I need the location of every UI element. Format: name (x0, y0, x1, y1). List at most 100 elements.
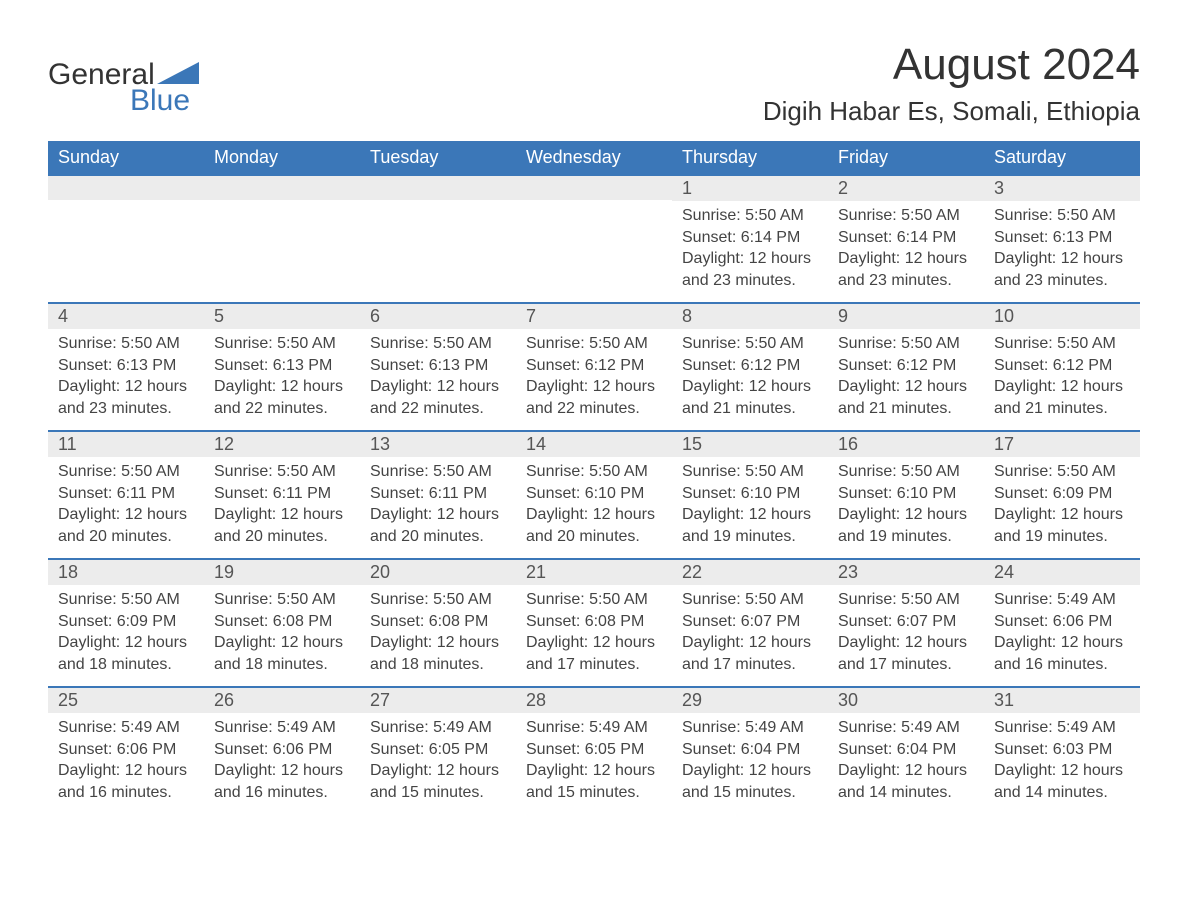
day-number: 28 (516, 686, 672, 713)
weekday-sunday: Sunday (48, 141, 204, 174)
day-details: Sunrise: 5:49 AMSunset: 6:04 PMDaylight:… (672, 713, 828, 813)
day-details: Sunrise: 5:50 AMSunset: 6:07 PMDaylight:… (828, 585, 984, 685)
day-day1: Daylight: 12 hours (214, 760, 350, 782)
day-day1: Daylight: 12 hours (58, 760, 194, 782)
day-sunrise: Sunrise: 5:50 AM (370, 589, 506, 611)
day-details: Sunrise: 5:50 AMSunset: 6:08 PMDaylight:… (360, 585, 516, 685)
day-details: Sunrise: 5:49 AMSunset: 6:06 PMDaylight:… (48, 713, 204, 813)
day-number: 15 (672, 430, 828, 457)
day-day1: Daylight: 12 hours (994, 248, 1130, 270)
day-day1: Daylight: 12 hours (994, 760, 1130, 782)
day-details: Sunrise: 5:49 AMSunset: 6:05 PMDaylight:… (360, 713, 516, 813)
day-sunrise: Sunrise: 5:50 AM (838, 205, 974, 227)
day-details: Sunrise: 5:50 AMSunset: 6:13 PMDaylight:… (204, 329, 360, 429)
day-day1: Daylight: 12 hours (214, 504, 350, 526)
day-number: 18 (48, 558, 204, 585)
day-sunrise: Sunrise: 5:50 AM (838, 461, 974, 483)
day-day2: and 23 minutes. (58, 398, 194, 420)
day-sunset: Sunset: 6:08 PM (370, 611, 506, 633)
day-number: 6 (360, 302, 516, 329)
day-day2: and 16 minutes. (214, 782, 350, 804)
day-day2: and 19 minutes. (994, 526, 1130, 548)
day-details: Sunrise: 5:50 AMSunset: 6:14 PMDaylight:… (828, 201, 984, 301)
day-day2: and 20 minutes. (214, 526, 350, 548)
calendar-week-row: 4Sunrise: 5:50 AMSunset: 6:13 PMDaylight… (48, 302, 1140, 430)
calendar-cell: 27Sunrise: 5:49 AMSunset: 6:05 PMDayligh… (360, 686, 516, 814)
day-sunset: Sunset: 6:12 PM (526, 355, 662, 377)
day-day1: Daylight: 12 hours (838, 760, 974, 782)
day-day2: and 14 minutes. (994, 782, 1130, 804)
calendar-cell: 11Sunrise: 5:50 AMSunset: 6:11 PMDayligh… (48, 430, 204, 558)
day-day1: Daylight: 12 hours (994, 376, 1130, 398)
day-details: Sunrise: 5:50 AMSunset: 6:10 PMDaylight:… (828, 457, 984, 557)
day-day1: Daylight: 12 hours (838, 376, 974, 398)
day-day2: and 22 minutes. (370, 398, 506, 420)
calendar-cell: 21Sunrise: 5:50 AMSunset: 6:08 PMDayligh… (516, 558, 672, 686)
day-day2: and 15 minutes. (370, 782, 506, 804)
day-details: Sunrise: 5:50 AMSunset: 6:12 PMDaylight:… (828, 329, 984, 429)
calendar-cell: 1Sunrise: 5:50 AMSunset: 6:14 PMDaylight… (672, 174, 828, 302)
day-number-bar (360, 174, 516, 200)
day-day2: and 23 minutes. (682, 270, 818, 292)
day-number-bar (204, 174, 360, 200)
day-number: 4 (48, 302, 204, 329)
calendar-cell: 30Sunrise: 5:49 AMSunset: 6:04 PMDayligh… (828, 686, 984, 814)
weekday-saturday: Saturday (984, 141, 1140, 174)
day-day1: Daylight: 12 hours (526, 760, 662, 782)
day-sunrise: Sunrise: 5:50 AM (682, 333, 818, 355)
day-details: Sunrise: 5:50 AMSunset: 6:08 PMDaylight:… (516, 585, 672, 685)
day-sunrise: Sunrise: 5:50 AM (838, 589, 974, 611)
day-sunset: Sunset: 6:06 PM (214, 739, 350, 761)
day-sunset: Sunset: 6:13 PM (58, 355, 194, 377)
calendar-cell: 2Sunrise: 5:50 AMSunset: 6:14 PMDaylight… (828, 174, 984, 302)
calendar-cell: 15Sunrise: 5:50 AMSunset: 6:10 PMDayligh… (672, 430, 828, 558)
day-sunset: Sunset: 6:11 PM (370, 483, 506, 505)
day-sunrise: Sunrise: 5:50 AM (838, 333, 974, 355)
calendar-cell: 3Sunrise: 5:50 AMSunset: 6:13 PMDaylight… (984, 174, 1140, 302)
day-details: Sunrise: 5:50 AMSunset: 6:10 PMDaylight:… (516, 457, 672, 557)
weekday-monday: Monday (204, 141, 360, 174)
day-sunrise: Sunrise: 5:50 AM (58, 333, 194, 355)
day-day1: Daylight: 12 hours (370, 376, 506, 398)
day-day2: and 16 minutes. (58, 782, 194, 804)
day-sunset: Sunset: 6:04 PM (682, 739, 818, 761)
day-day2: and 20 minutes. (370, 526, 506, 548)
day-day2: and 18 minutes. (58, 654, 194, 676)
calendar-cell: 6Sunrise: 5:50 AMSunset: 6:13 PMDaylight… (360, 302, 516, 430)
day-sunset: Sunset: 6:06 PM (58, 739, 194, 761)
day-sunrise: Sunrise: 5:50 AM (58, 461, 194, 483)
calendar-cell (48, 174, 204, 302)
day-day2: and 15 minutes. (682, 782, 818, 804)
day-sunrise: Sunrise: 5:50 AM (370, 333, 506, 355)
day-sunset: Sunset: 6:09 PM (58, 611, 194, 633)
day-sunset: Sunset: 6:12 PM (682, 355, 818, 377)
day-number: 11 (48, 430, 204, 457)
day-day1: Daylight: 12 hours (370, 632, 506, 654)
day-day2: and 17 minutes. (526, 654, 662, 676)
day-day2: and 23 minutes. (994, 270, 1130, 292)
day-day2: and 16 minutes. (994, 654, 1130, 676)
day-sunset: Sunset: 6:14 PM (682, 227, 818, 249)
day-details: Sunrise: 5:50 AMSunset: 6:11 PMDaylight:… (48, 457, 204, 557)
calendar-cell: 13Sunrise: 5:50 AMSunset: 6:11 PMDayligh… (360, 430, 516, 558)
day-day1: Daylight: 12 hours (58, 376, 194, 398)
day-number: 26 (204, 686, 360, 713)
day-day2: and 22 minutes. (214, 398, 350, 420)
day-sunset: Sunset: 6:06 PM (994, 611, 1130, 633)
day-sunset: Sunset: 6:11 PM (214, 483, 350, 505)
day-sunset: Sunset: 6:12 PM (838, 355, 974, 377)
calendar-cell: 19Sunrise: 5:50 AMSunset: 6:08 PMDayligh… (204, 558, 360, 686)
day-sunset: Sunset: 6:08 PM (526, 611, 662, 633)
day-sunrise: Sunrise: 5:49 AM (994, 589, 1130, 611)
brand-logo: General Blue (48, 40, 199, 118)
calendar-cell (204, 174, 360, 302)
day-number: 2 (828, 174, 984, 201)
day-sunrise: Sunrise: 5:49 AM (994, 717, 1130, 739)
day-details: Sunrise: 5:50 AMSunset: 6:07 PMDaylight:… (672, 585, 828, 685)
calendar-cell: 18Sunrise: 5:50 AMSunset: 6:09 PMDayligh… (48, 558, 204, 686)
calendar-cell (516, 174, 672, 302)
calendar-cell: 31Sunrise: 5:49 AMSunset: 6:03 PMDayligh… (984, 686, 1140, 814)
day-number-bar (516, 174, 672, 200)
day-sunrise: Sunrise: 5:50 AM (214, 333, 350, 355)
day-number: 24 (984, 558, 1140, 585)
